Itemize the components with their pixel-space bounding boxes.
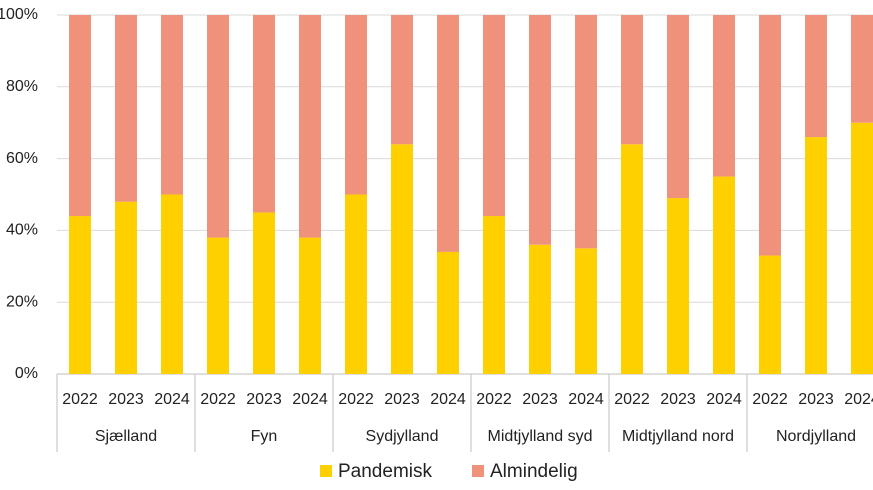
x-tick-label: 2022: [614, 391, 650, 408]
bar-segment: [851, 122, 873, 374]
bar-segment: [805, 137, 827, 374]
bar-segment: [759, 255, 781, 374]
x-tick-label: 2022: [200, 391, 236, 408]
bar-segment: [161, 194, 183, 374]
y-tick-label: 100%: [0, 6, 38, 23]
bar-segment: [391, 144, 413, 374]
bar-segment: [575, 15, 597, 249]
y-tick-label: 80%: [6, 78, 38, 95]
x-tick-label: 2023: [108, 391, 144, 408]
bar-segment: [483, 216, 505, 374]
bar-segment: [529, 15, 551, 245]
x-tick-label: 2024: [154, 391, 190, 408]
bar-segment: [115, 15, 137, 202]
bar-segment: [253, 212, 275, 374]
x-tick-label: 2024: [430, 391, 466, 408]
x-tick-label: 2022: [338, 391, 374, 408]
bar-segment: [207, 237, 229, 374]
bar-segment: [69, 216, 91, 374]
legend-label: Pandemisk: [338, 461, 432, 482]
y-tick-label: 40%: [6, 222, 38, 239]
bar-segment: [805, 15, 827, 138]
x-tick-label: 2022: [62, 391, 98, 408]
bar-segment: [69, 15, 91, 217]
x-tick-label: 2023: [798, 391, 834, 408]
legend-label: Almindelig: [490, 461, 578, 482]
legend-swatch: [320, 465, 332, 477]
bar-segment: [299, 237, 321, 374]
group-label: Fyn: [251, 428, 278, 445]
bar-segment: [437, 15, 459, 252]
y-tick-label: 0%: [15, 365, 38, 382]
bar-segment: [621, 144, 643, 374]
group-label: Midtjylland nord: [622, 428, 734, 445]
x-tick-label: 2024: [568, 391, 604, 408]
legend-swatch: [472, 465, 484, 477]
bar-segment: [161, 15, 183, 195]
x-tick-label: 2022: [476, 391, 512, 408]
group-label: Nordjylland: [776, 428, 856, 445]
bar-segment: [483, 15, 505, 217]
group-label: Sydjylland: [366, 428, 439, 445]
bar-segment: [299, 15, 321, 238]
bar-segment: [759, 15, 781, 256]
x-tick-label: 2024: [844, 391, 873, 408]
bar-segment: [667, 198, 689, 374]
bar-segment: [115, 201, 137, 374]
bar-segment: [713, 15, 735, 177]
x-tick-label: 2023: [384, 391, 420, 408]
bar-segment: [207, 15, 229, 238]
x-tick-label: 2022: [752, 391, 788, 408]
bar-segment: [621, 15, 643, 145]
x-tick-label: 2023: [246, 391, 282, 408]
bar-segment: [713, 176, 735, 374]
bar-segment: [851, 15, 873, 123]
y-tick-label: 20%: [6, 293, 38, 310]
x-tick-label: 2023: [660, 391, 696, 408]
bar-segment: [667, 15, 689, 199]
x-tick-label: 2024: [292, 391, 328, 408]
y-tick-label: 60%: [6, 150, 38, 167]
group-label: Midtjylland syd: [488, 428, 593, 445]
bar-segment: [345, 15, 367, 195]
x-tick-label: 2024: [706, 391, 742, 408]
bar-segment: [391, 15, 413, 145]
x-tick-label: 2023: [522, 391, 558, 408]
bar-segment: [345, 194, 367, 374]
bar-segment: [529, 244, 551, 374]
group-label: Sjælland: [95, 428, 157, 445]
bar-segment: [253, 15, 275, 213]
bar-segment: [437, 251, 459, 374]
bar-segment: [575, 248, 597, 374]
